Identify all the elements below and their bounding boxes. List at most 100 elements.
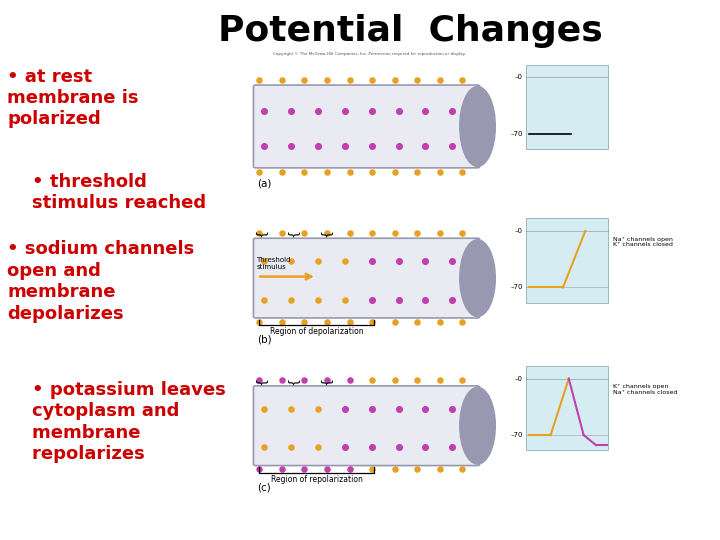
Point	[276, 228, 287, 237]
Text: Threshold
stimulus: Threshold stimulus	[256, 257, 291, 269]
Text: –0: –0	[515, 74, 523, 80]
Point	[258, 404, 270, 413]
Point	[434, 167, 446, 176]
Point	[393, 257, 405, 266]
Text: (a): (a)	[257, 178, 271, 188]
Text: –0: –0	[515, 228, 523, 234]
Point	[276, 465, 287, 474]
Point	[253, 228, 265, 237]
Point	[343, 376, 355, 384]
Text: –70: –70	[510, 432, 523, 438]
Point	[339, 257, 351, 266]
Point	[343, 167, 355, 176]
Point	[253, 75, 265, 84]
Point	[366, 75, 378, 84]
Point	[276, 318, 287, 326]
Text: {: {	[287, 229, 300, 237]
Text: • potassium leaves
    cytoplasm and
    membrane
    repolarizes: • potassium leaves cytoplasm and membran…	[7, 381, 226, 463]
Point	[456, 75, 468, 84]
Text: • threshold
    stimulus reached: • threshold stimulus reached	[7, 173, 207, 212]
Point	[412, 318, 423, 326]
Point	[258, 295, 270, 304]
Point	[446, 142, 458, 151]
Point	[434, 318, 446, 326]
Point	[321, 376, 333, 384]
Ellipse shape	[460, 86, 495, 166]
Point	[456, 228, 468, 237]
Point	[366, 318, 378, 326]
Text: {: {	[255, 229, 268, 237]
Point	[393, 295, 405, 304]
Point	[258, 257, 270, 266]
Point	[321, 75, 333, 84]
Text: {: {	[255, 377, 268, 384]
Point	[343, 75, 355, 84]
Point	[456, 465, 468, 474]
Point	[253, 318, 265, 326]
Point	[434, 75, 446, 84]
Point	[321, 465, 333, 474]
Point	[366, 465, 378, 474]
Point	[339, 404, 351, 413]
Point	[393, 443, 405, 451]
Point	[312, 443, 324, 451]
Point	[321, 318, 333, 326]
Point	[285, 443, 297, 451]
Point	[321, 228, 333, 237]
Point	[366, 228, 378, 237]
Point	[258, 106, 270, 115]
Text: –70: –70	[510, 285, 523, 291]
Point	[446, 404, 458, 413]
Ellipse shape	[460, 240, 495, 316]
Point	[312, 257, 324, 266]
Point	[389, 465, 400, 474]
Point	[393, 142, 405, 151]
Point	[412, 376, 423, 384]
Point	[343, 228, 355, 237]
Point	[285, 257, 297, 266]
Point	[253, 167, 265, 176]
Point	[420, 257, 431, 266]
Point	[446, 257, 458, 266]
Point	[276, 75, 287, 84]
Point	[253, 465, 265, 474]
Point	[420, 443, 431, 451]
FancyBboxPatch shape	[253, 386, 480, 465]
Point	[393, 106, 405, 115]
Text: –70: –70	[510, 131, 523, 137]
Point	[420, 404, 431, 413]
Point	[456, 318, 468, 326]
Point	[366, 106, 377, 115]
Point	[321, 167, 333, 176]
Point	[393, 404, 405, 413]
Point	[446, 443, 458, 451]
Point	[339, 142, 351, 151]
Point	[389, 376, 400, 384]
Point	[299, 318, 310, 326]
Point	[299, 376, 310, 384]
Point	[312, 295, 324, 304]
Point	[389, 318, 400, 326]
Point	[339, 295, 351, 304]
Point	[389, 75, 400, 84]
Point	[366, 167, 378, 176]
Point	[434, 228, 446, 237]
Point	[339, 443, 351, 451]
Text: Region of repolarization: Region of repolarization	[271, 475, 363, 484]
Point	[285, 106, 297, 115]
Point	[253, 376, 265, 384]
Point	[366, 443, 377, 451]
FancyBboxPatch shape	[253, 238, 480, 318]
Point	[258, 443, 270, 451]
Bar	[526, 218, 608, 302]
Text: –0: –0	[515, 376, 523, 382]
FancyBboxPatch shape	[253, 85, 480, 168]
Text: {: {	[320, 229, 333, 237]
Point	[276, 376, 287, 384]
Point	[420, 142, 431, 151]
Point	[312, 106, 324, 115]
Point	[434, 465, 446, 474]
Point	[258, 142, 270, 151]
Point	[412, 75, 423, 84]
Point	[446, 106, 458, 115]
